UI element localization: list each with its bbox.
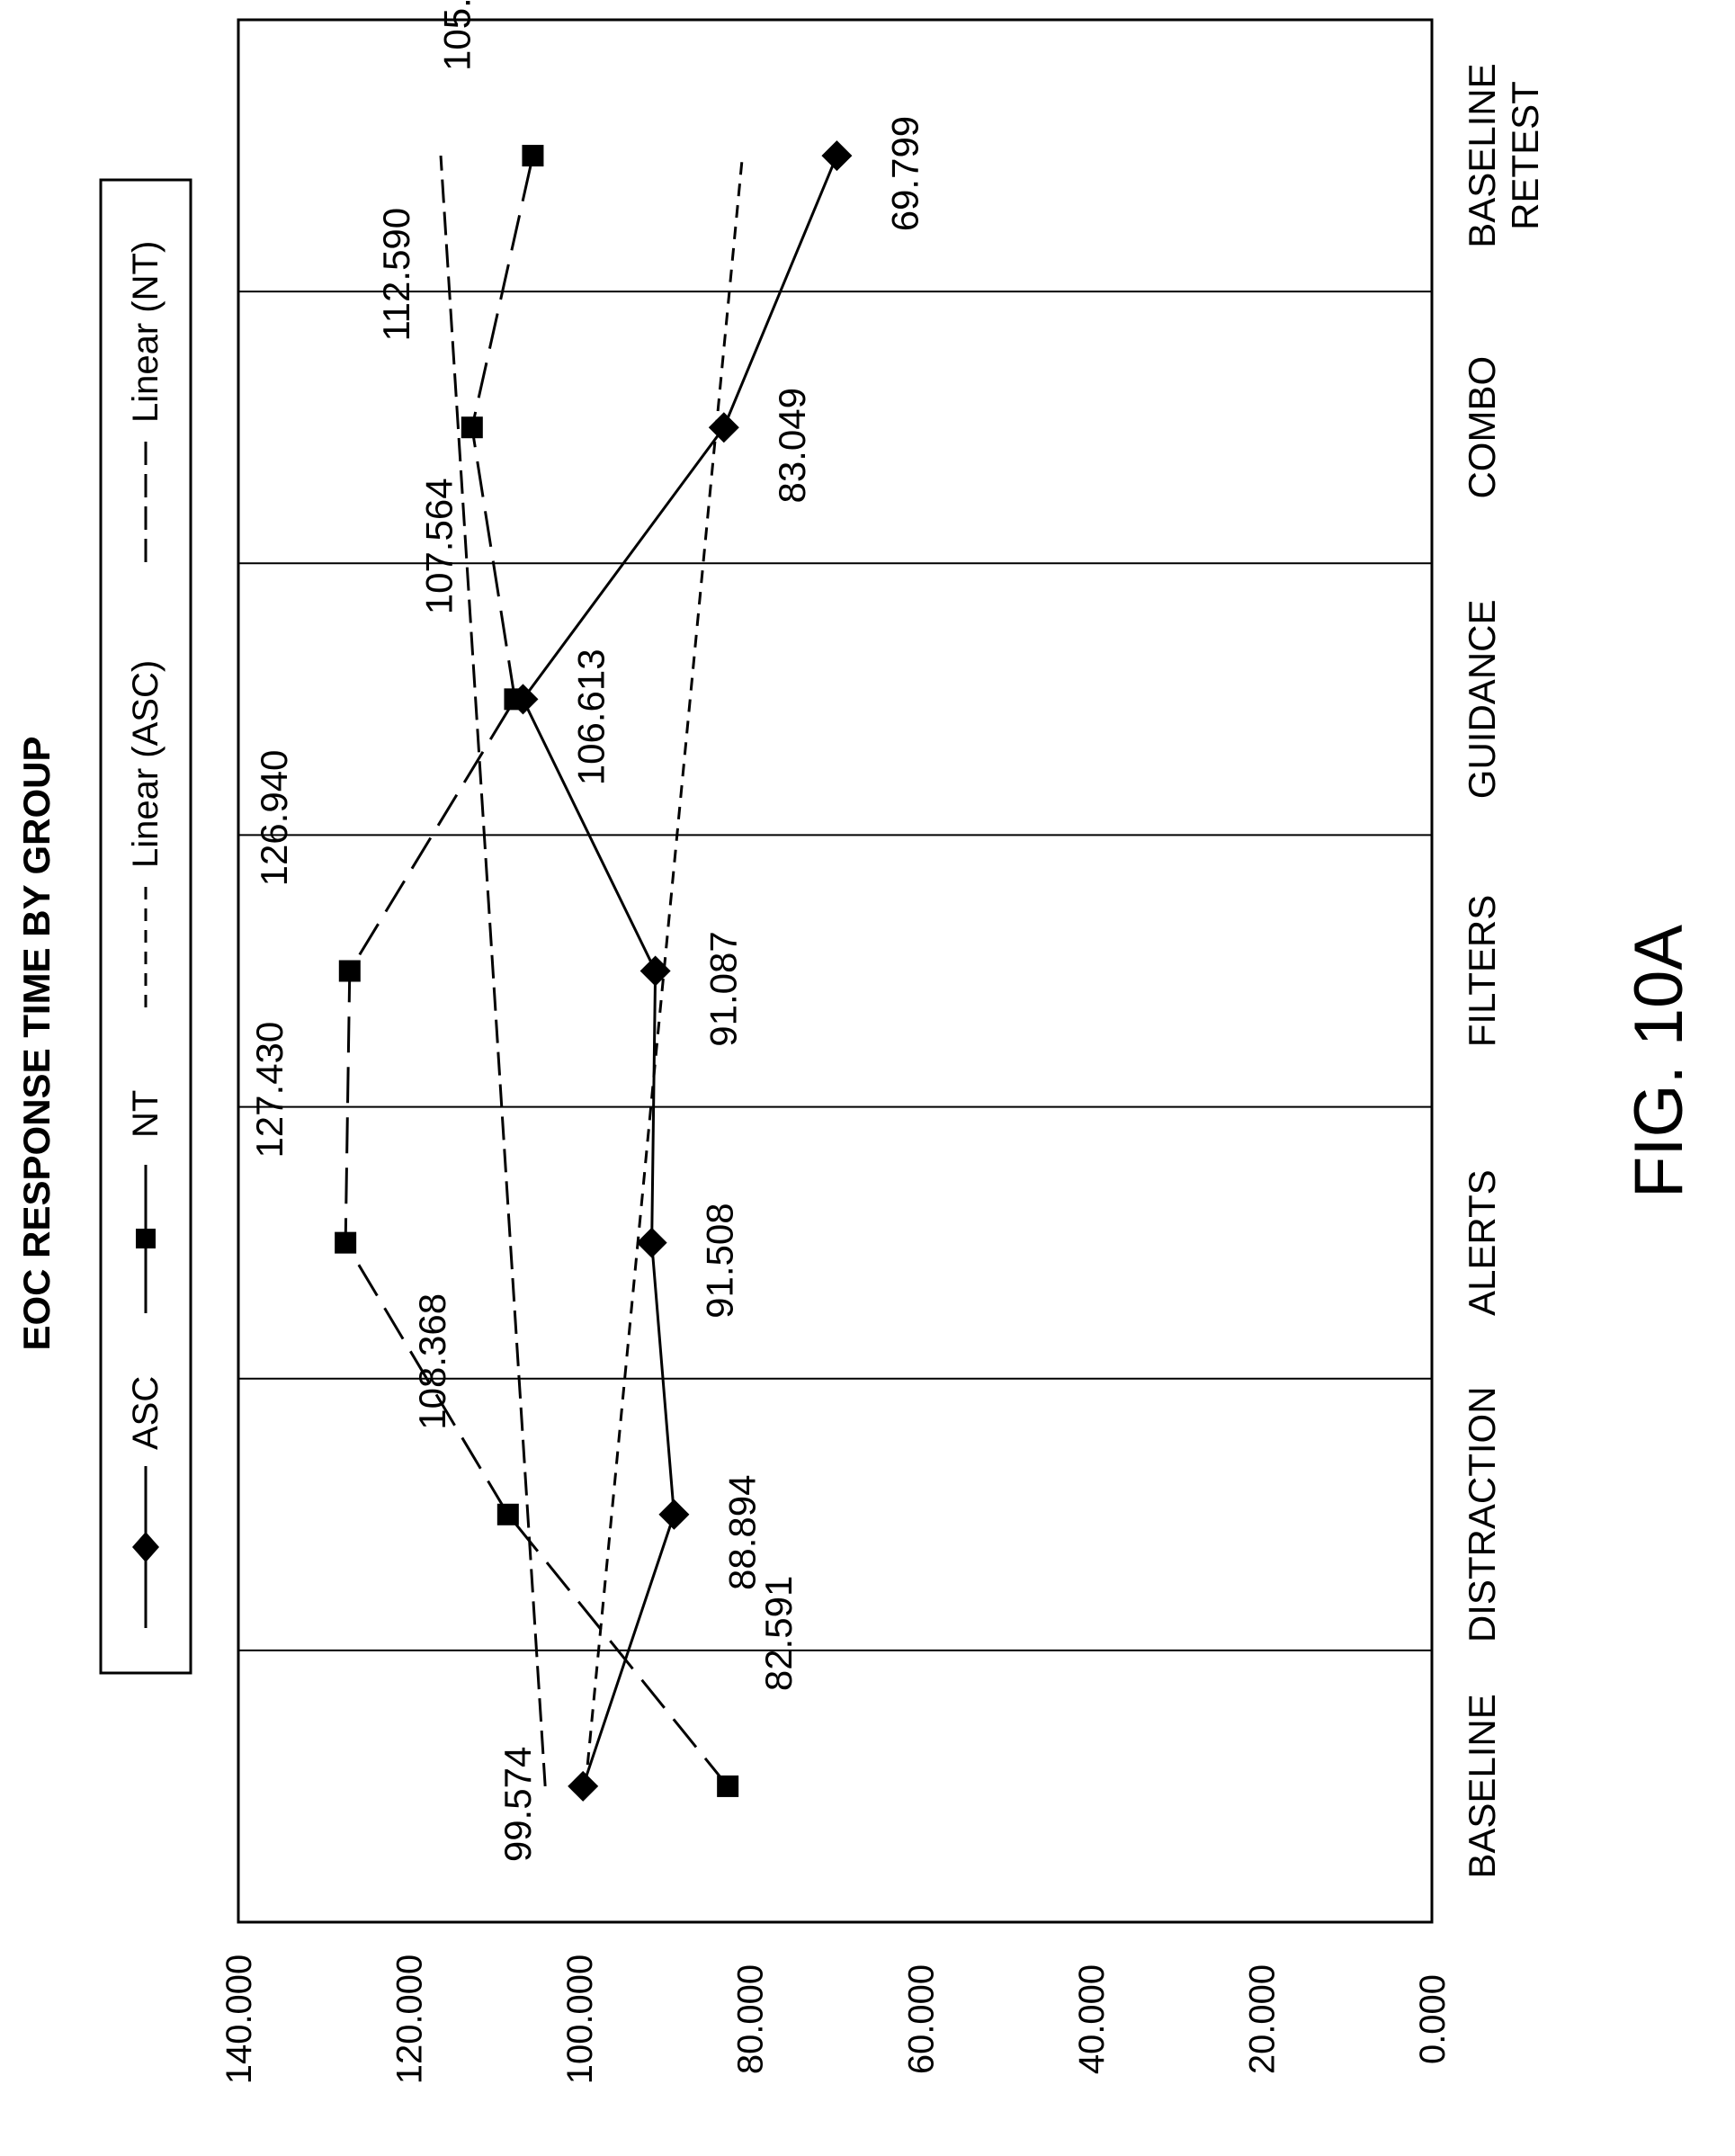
legend-label-linear-nt: Linear (NT)	[126, 241, 165, 423]
y-tick-label: 140.000	[219, 1955, 259, 2085]
trendline-nt	[439, 155, 547, 1787]
data-labels: 99.574 88.894 91.508 91.087 106.613 83.049 69.…	[248, 0, 926, 1862]
trendlines	[439, 155, 744, 1787]
chart-title: EOC RESPONSE TIME BY GROUP	[15, 736, 58, 1350]
y-tick-label: 60.000	[901, 1964, 941, 2074]
nt-point	[338, 960, 361, 982]
asc-point	[636, 1227, 667, 1258]
asc-data-label: 88.894	[720, 1475, 763, 1590]
nt-point	[496, 1503, 519, 1525]
x-tick-label: DISTRACTION	[1461, 1386, 1503, 1642]
legend-entry-asc: ASC	[126, 1376, 165, 1628]
legend-square-icon	[136, 1229, 156, 1248]
nt-data-label: 105.455	[435, 0, 478, 71]
nt-data-label: 126.940	[253, 750, 295, 887]
y-axis-ticks: 0.000 20.000 40.000 60.000 80.000 100.000 120.…	[219, 1955, 1453, 2085]
asc-data-label: 83.049	[771, 388, 813, 503]
legend-label-asc: ASC	[126, 1376, 165, 1450]
nt-data-label: 127.430	[248, 1022, 291, 1159]
legend-diamond-icon	[132, 1532, 159, 1562]
x-tick-label: GUIDANCE	[1461, 600, 1503, 800]
y-tick-label: 80.000	[731, 1964, 771, 2074]
asc-point	[658, 1498, 690, 1530]
legend-label-linear-asc: Linear (ASC)	[126, 660, 165, 868]
asc-data-label: 99.574	[496, 1747, 539, 1862]
legend: ASC NT Linear (ASC) Linear (NT)	[99, 178, 192, 1675]
asc-point	[639, 955, 671, 987]
legend-entry-linear-asc: Linear (ASC)	[126, 660, 165, 1007]
asc-point	[708, 412, 739, 443]
legend-label-nt: NT	[126, 1090, 165, 1138]
nt-point	[461, 416, 483, 439]
asc-data-label: 91.087	[702, 931, 745, 1046]
legend-box	[99, 178, 192, 1675]
x-tick-label: BASELINE	[1461, 63, 1503, 247]
figure-label: FIG. 10A	[1621, 925, 1697, 1198]
x-tick-label: ALERTS	[1461, 1169, 1503, 1316]
x-tick-label: FILTERS	[1461, 895, 1503, 1048]
x-tick-label: RETEST	[1504, 81, 1546, 230]
legend-entry-linear-nt: Linear (NT)	[126, 241, 165, 562]
series-lines	[335, 140, 853, 1802]
nt-data-label: 108.368	[411, 1293, 453, 1430]
asc-data-label: 106.613	[569, 649, 612, 785]
asc-data-label: 69.799	[883, 116, 926, 231]
asc-point	[821, 140, 853, 172]
y-tick-label: 20.000	[1242, 1964, 1282, 2074]
nt-data-label: 112.590	[375, 208, 417, 342]
nt-data-label: 107.564	[417, 478, 460, 614]
x-axis-ticks: BASELINE DISTRACTION ALERTS FILTERS GUIDANCE…	[1461, 63, 1546, 1878]
category-separators	[238, 291, 1432, 1651]
y-tick-label: 120.000	[390, 1955, 430, 2085]
y-tick-label: 100.000	[560, 1955, 600, 2085]
legend-entry-nt: NT	[126, 1090, 165, 1313]
nt-data-label: 82.591	[757, 1576, 800, 1691]
y-tick-label: 0.000	[1413, 1974, 1453, 2064]
nt-point	[717, 1775, 739, 1797]
x-tick-label: COMBO	[1461, 356, 1503, 499]
asc-data-label: 91.508	[699, 1203, 741, 1318]
nt-point	[504, 688, 526, 711]
y-tick-label: 40.000	[1072, 1964, 1112, 2074]
plot-area	[237, 18, 1434, 1924]
x-tick-label: BASELINE	[1461, 1694, 1503, 1878]
nt-point	[335, 1231, 357, 1254]
asc-point	[568, 1770, 599, 1802]
nt-point	[522, 145, 544, 167]
